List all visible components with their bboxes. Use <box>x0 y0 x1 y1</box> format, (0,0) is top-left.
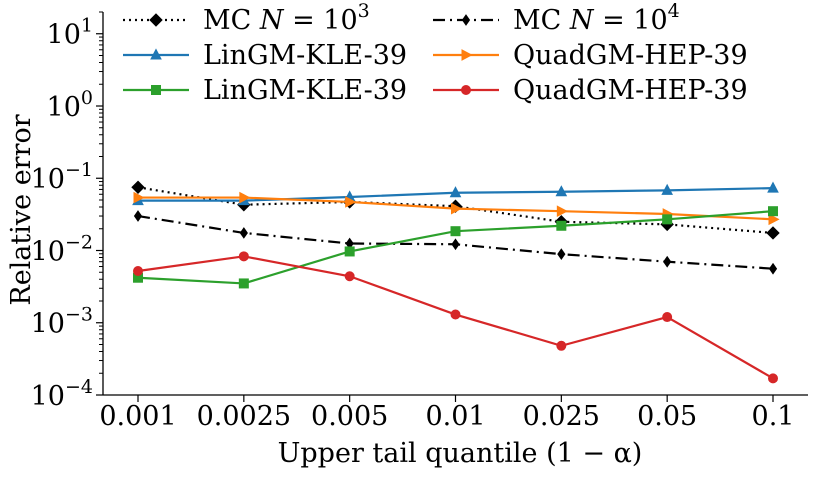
x-tick-label: 0.025 <box>523 401 600 432</box>
legend-item: MC N = 104 <box>433 0 680 36</box>
data-point <box>766 226 780 240</box>
data-point <box>663 255 672 268</box>
x-tick-label: 0.1 <box>752 401 795 432</box>
legend-item: LinGM-KLE-39 <box>123 75 407 106</box>
legend-item: QuadGM-HEP-39 <box>433 75 748 106</box>
legend-marker <box>150 48 162 60</box>
data-point <box>451 238 460 251</box>
data-point <box>344 271 355 282</box>
data-point <box>449 186 462 198</box>
y-tick-label: 100 <box>47 87 93 123</box>
data-point <box>662 214 673 225</box>
data-point <box>556 340 567 351</box>
legend-item: LinGM-KLE-39 <box>123 40 407 71</box>
legend-label: LinGM-KLE-39 <box>203 75 407 106</box>
legend-label: QuadGM-HEP-39 <box>513 40 748 71</box>
legend-label: MC N = 104 <box>513 0 680 36</box>
series-layer <box>131 180 780 384</box>
y-tick-label: 10−3 <box>31 304 93 340</box>
data-point <box>133 191 145 204</box>
data-point <box>451 202 463 215</box>
legend-marker <box>461 85 471 95</box>
y-tick-label: 10−1 <box>31 159 93 195</box>
data-point <box>131 180 145 194</box>
data-point <box>556 205 568 218</box>
y-tick-label: 10−4 <box>31 376 93 412</box>
data-point <box>556 220 567 231</box>
legend-label: QuadGM-HEP-39 <box>513 75 748 106</box>
y-tick-label: 10−2 <box>31 231 93 267</box>
data-point <box>768 213 780 226</box>
x-tick-label: 0.0025 <box>197 401 291 432</box>
data-point <box>344 246 355 257</box>
y-tick-label: 101 <box>47 15 93 51</box>
legend: MC N = 103 MC N = 104 LinGM-KLE-39 QuadGM-H… <box>123 0 748 106</box>
x-tick-label: 0.01 <box>425 401 485 432</box>
legend-marker <box>461 49 473 61</box>
legend-marker <box>461 14 471 26</box>
data-point <box>662 312 673 323</box>
data-point <box>661 183 673 195</box>
legend-label: MC N = 103 <box>203 0 370 36</box>
x-tick-label: 0.001 <box>99 401 176 432</box>
legend-marker <box>151 85 161 95</box>
data-point <box>767 181 779 193</box>
legend-marker <box>149 13 163 27</box>
legend-label: LinGM-KLE-39 <box>203 40 407 71</box>
series-6 <box>133 251 778 384</box>
data-point <box>555 185 568 197</box>
x-axis-label: Upper tail quantile (1 − α) <box>278 438 643 469</box>
data-point <box>345 196 357 208</box>
data-point <box>238 251 249 262</box>
data-point <box>238 278 249 289</box>
x-tick-label: 0.005 <box>311 401 388 432</box>
data-point <box>768 206 778 217</box>
series-4 <box>133 191 780 226</box>
data-point <box>768 262 778 275</box>
data-point <box>450 226 461 237</box>
data-point <box>133 210 143 222</box>
series-2 <box>133 210 778 275</box>
legend-item: QuadGM-HEP-39 <box>433 40 748 71</box>
y-axis-label: Relative error <box>6 114 37 305</box>
data-point <box>450 309 461 320</box>
legend-item: MC N = 103 <box>123 0 370 36</box>
x-tick-label: 0.05 <box>637 401 697 432</box>
data-point <box>133 266 143 277</box>
data-point <box>239 227 248 239</box>
axes: 10−4 10−3 10−2 10−1 100 101 0.001 0.0025 0.005 0.… <box>31 11 808 432</box>
data-point <box>768 373 778 384</box>
series-5 <box>133 206 778 289</box>
axis-labels: Upper tail quantile (1 − α) Relative err… <box>6 114 642 469</box>
data-point <box>557 248 566 261</box>
data-point <box>239 191 251 204</box>
